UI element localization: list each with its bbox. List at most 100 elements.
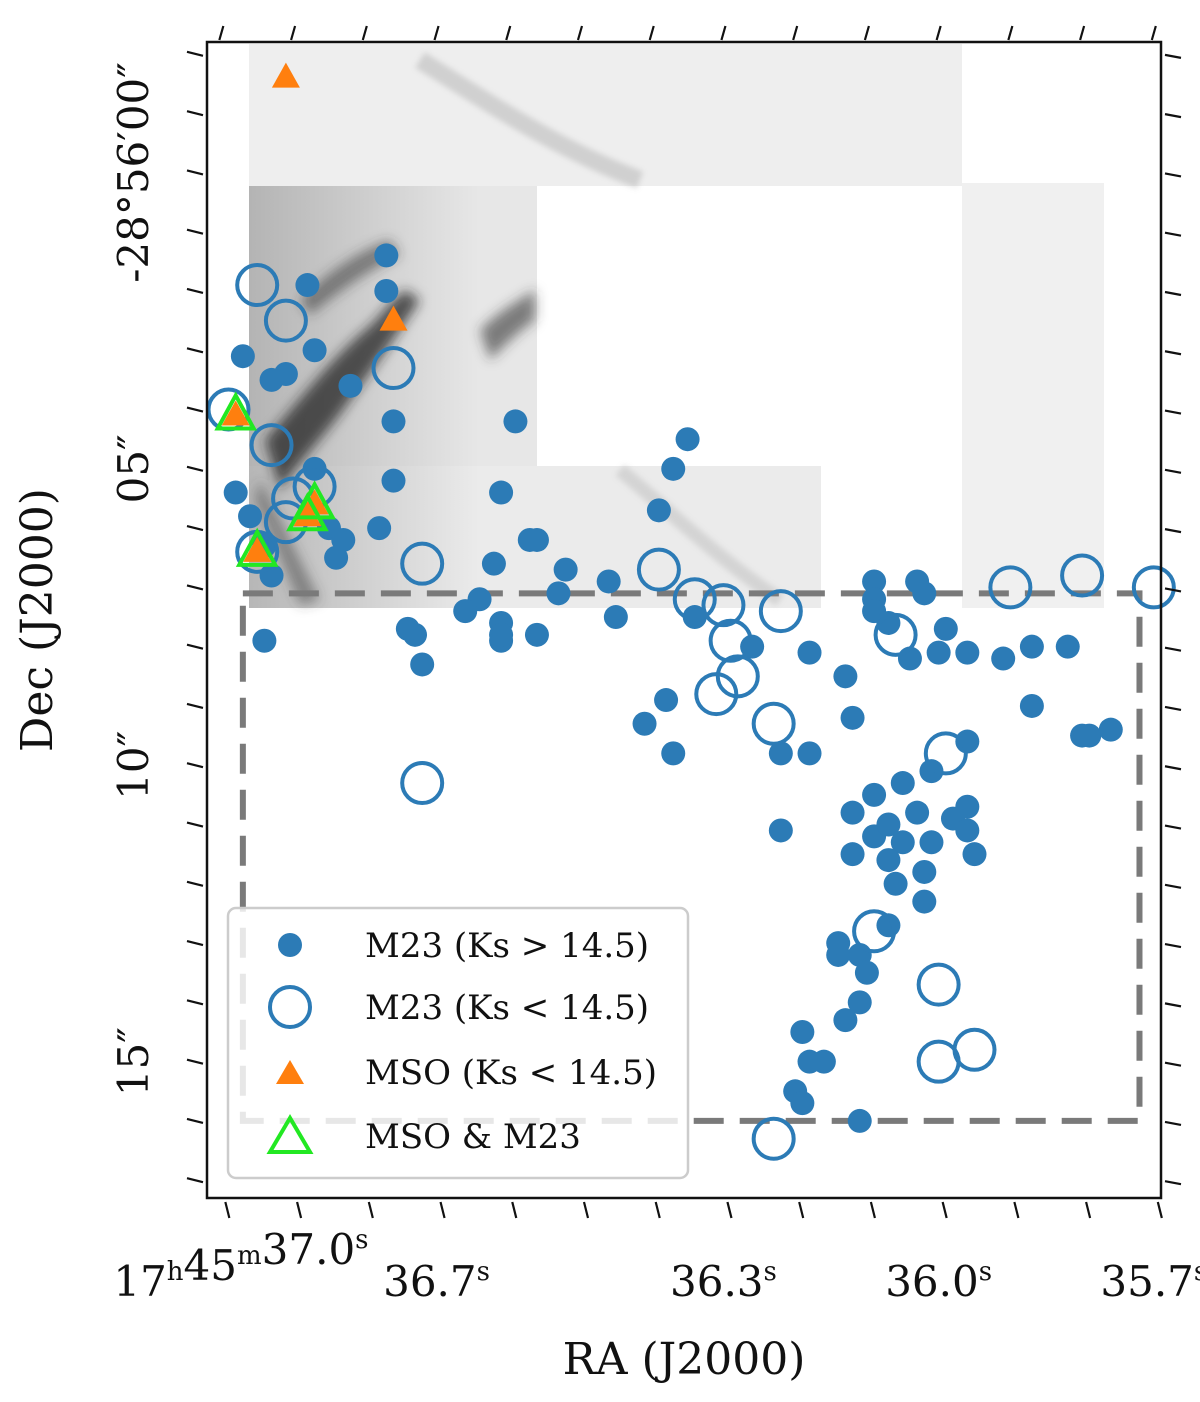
y-tick-label: 05″ — [109, 434, 158, 503]
y-tick-right — [1164, 587, 1182, 593]
y-tick-right — [1164, 705, 1182, 712]
x-tick-bottom — [1013, 1201, 1020, 1219]
point-m23-faint — [489, 480, 514, 505]
point-m23-faint — [876, 848, 901, 873]
y-tick-left — [186, 50, 204, 57]
x-tick-bottom — [869, 1201, 876, 1219]
y-tick-right — [1164, 824, 1182, 830]
point-m23-faint — [840, 842, 865, 867]
point-m23-bright — [988, 565, 1033, 610]
y-tick-left — [186, 347, 204, 354]
x-tick-bottom — [1156, 1201, 1163, 1219]
point-m23-bright — [235, 263, 280, 308]
y-tick-right — [1164, 943, 1182, 949]
point-m23-faint — [883, 871, 908, 896]
point-m23-faint — [833, 664, 858, 689]
point-m23-faint — [826, 931, 851, 956]
y-tick-right — [1164, 290, 1182, 297]
x-tick-bottom — [367, 1201, 374, 1219]
point-m23-faint — [259, 367, 284, 392]
x-tick-top — [218, 25, 225, 41]
y-tick-left — [186, 406, 204, 413]
x-tick-top — [1007, 25, 1014, 41]
point-m23-bright — [708, 618, 753, 663]
point-m23-faint — [553, 557, 578, 582]
point-m23-faint — [646, 498, 671, 523]
point-m23-faint — [797, 741, 822, 766]
point-mso — [243, 536, 272, 562]
point-m23-faint — [962, 842, 987, 867]
point-mso — [300, 489, 329, 515]
point-m23-faint — [811, 1049, 836, 1074]
legend-label-m23-bright: M23 (Ks < 14.5) — [365, 988, 649, 1028]
series-m23-bright — [206, 263, 1176, 1161]
series-mso — [221, 62, 408, 562]
point-m23-faint — [381, 468, 406, 493]
x-tick-top — [576, 25, 584, 41]
point-m23-faint — [876, 812, 901, 837]
x-tick-top — [648, 25, 655, 41]
point-m23-faint — [654, 688, 679, 713]
point-m23-faint — [381, 409, 406, 434]
point-m23-faint — [919, 759, 944, 784]
point-m23-bright — [751, 701, 796, 746]
point-m23-faint — [1077, 723, 1102, 748]
point-m23-faint — [302, 338, 327, 363]
point-mso-and-m23 — [293, 480, 336, 520]
point-m23-faint — [489, 622, 514, 647]
y-tick-left — [186, 465, 204, 472]
point-m23-faint — [338, 373, 363, 398]
legend-label-mso: MSO (Ks < 14.5) — [365, 1053, 657, 1093]
point-m23-faint — [876, 610, 901, 635]
point-m23-faint — [926, 640, 951, 665]
x-tick-top — [863, 25, 870, 41]
point-mso — [271, 62, 300, 88]
point-m23-faint — [790, 1020, 815, 1045]
y-tick-left — [186, 228, 204, 235]
point-m23-faint — [596, 569, 621, 594]
legend-marker-open-circle — [268, 985, 312, 1029]
y-tick-left — [186, 525, 204, 532]
point-m23-bright — [916, 962, 961, 1007]
point-m23-faint — [632, 711, 657, 736]
point-mso-and-m23 — [235, 527, 279, 567]
series-m23-faint — [223, 243, 1123, 1133]
point-m23-faint — [790, 1091, 815, 1116]
y-tick-left — [186, 169, 204, 176]
y-tick-left — [186, 1058, 204, 1065]
point-mso — [221, 400, 250, 426]
point-m23-faint — [524, 527, 549, 552]
y-axis-label: Dec (J2000) — [12, 488, 63, 752]
y-tick-right — [1164, 172, 1182, 178]
y-tick-left — [186, 940, 204, 947]
point-mso-and-m23 — [214, 391, 258, 431]
point-m23-faint — [661, 456, 686, 481]
plot-frame — [205, 40, 1163, 1200]
legend-marker-filled-circle — [278, 933, 302, 957]
x-tick-label: 35.7s — [1100, 1257, 1200, 1306]
point-m23-faint — [833, 1008, 858, 1033]
x-tick-bottom — [439, 1201, 446, 1219]
point-m23-faint — [302, 456, 327, 481]
point-m23-faint — [912, 859, 937, 884]
point-m23-faint — [1098, 717, 1123, 742]
point-m23-faint — [919, 830, 944, 855]
x-tick-bottom — [1085, 1201, 1092, 1219]
x-tick-top — [1079, 25, 1086, 41]
y-tick-left — [186, 1117, 204, 1125]
point-m23-faint — [955, 640, 980, 665]
point-m23-bright — [636, 547, 681, 592]
series-mso-and-m23 — [214, 391, 336, 567]
y-tick-right — [1164, 528, 1182, 534]
point-m23-faint — [890, 830, 915, 855]
y-tick-right — [1164, 409, 1182, 415]
y-tick-left — [186, 584, 204, 591]
legend-box — [226, 906, 690, 1180]
x-tick-top — [720, 25, 727, 41]
point-m23-bright — [758, 589, 803, 634]
y-tick-left — [186, 1177, 204, 1184]
point-m23-faint — [768, 818, 793, 843]
point-m23-faint — [991, 646, 1016, 671]
x-tick-bottom — [582, 1201, 590, 1219]
